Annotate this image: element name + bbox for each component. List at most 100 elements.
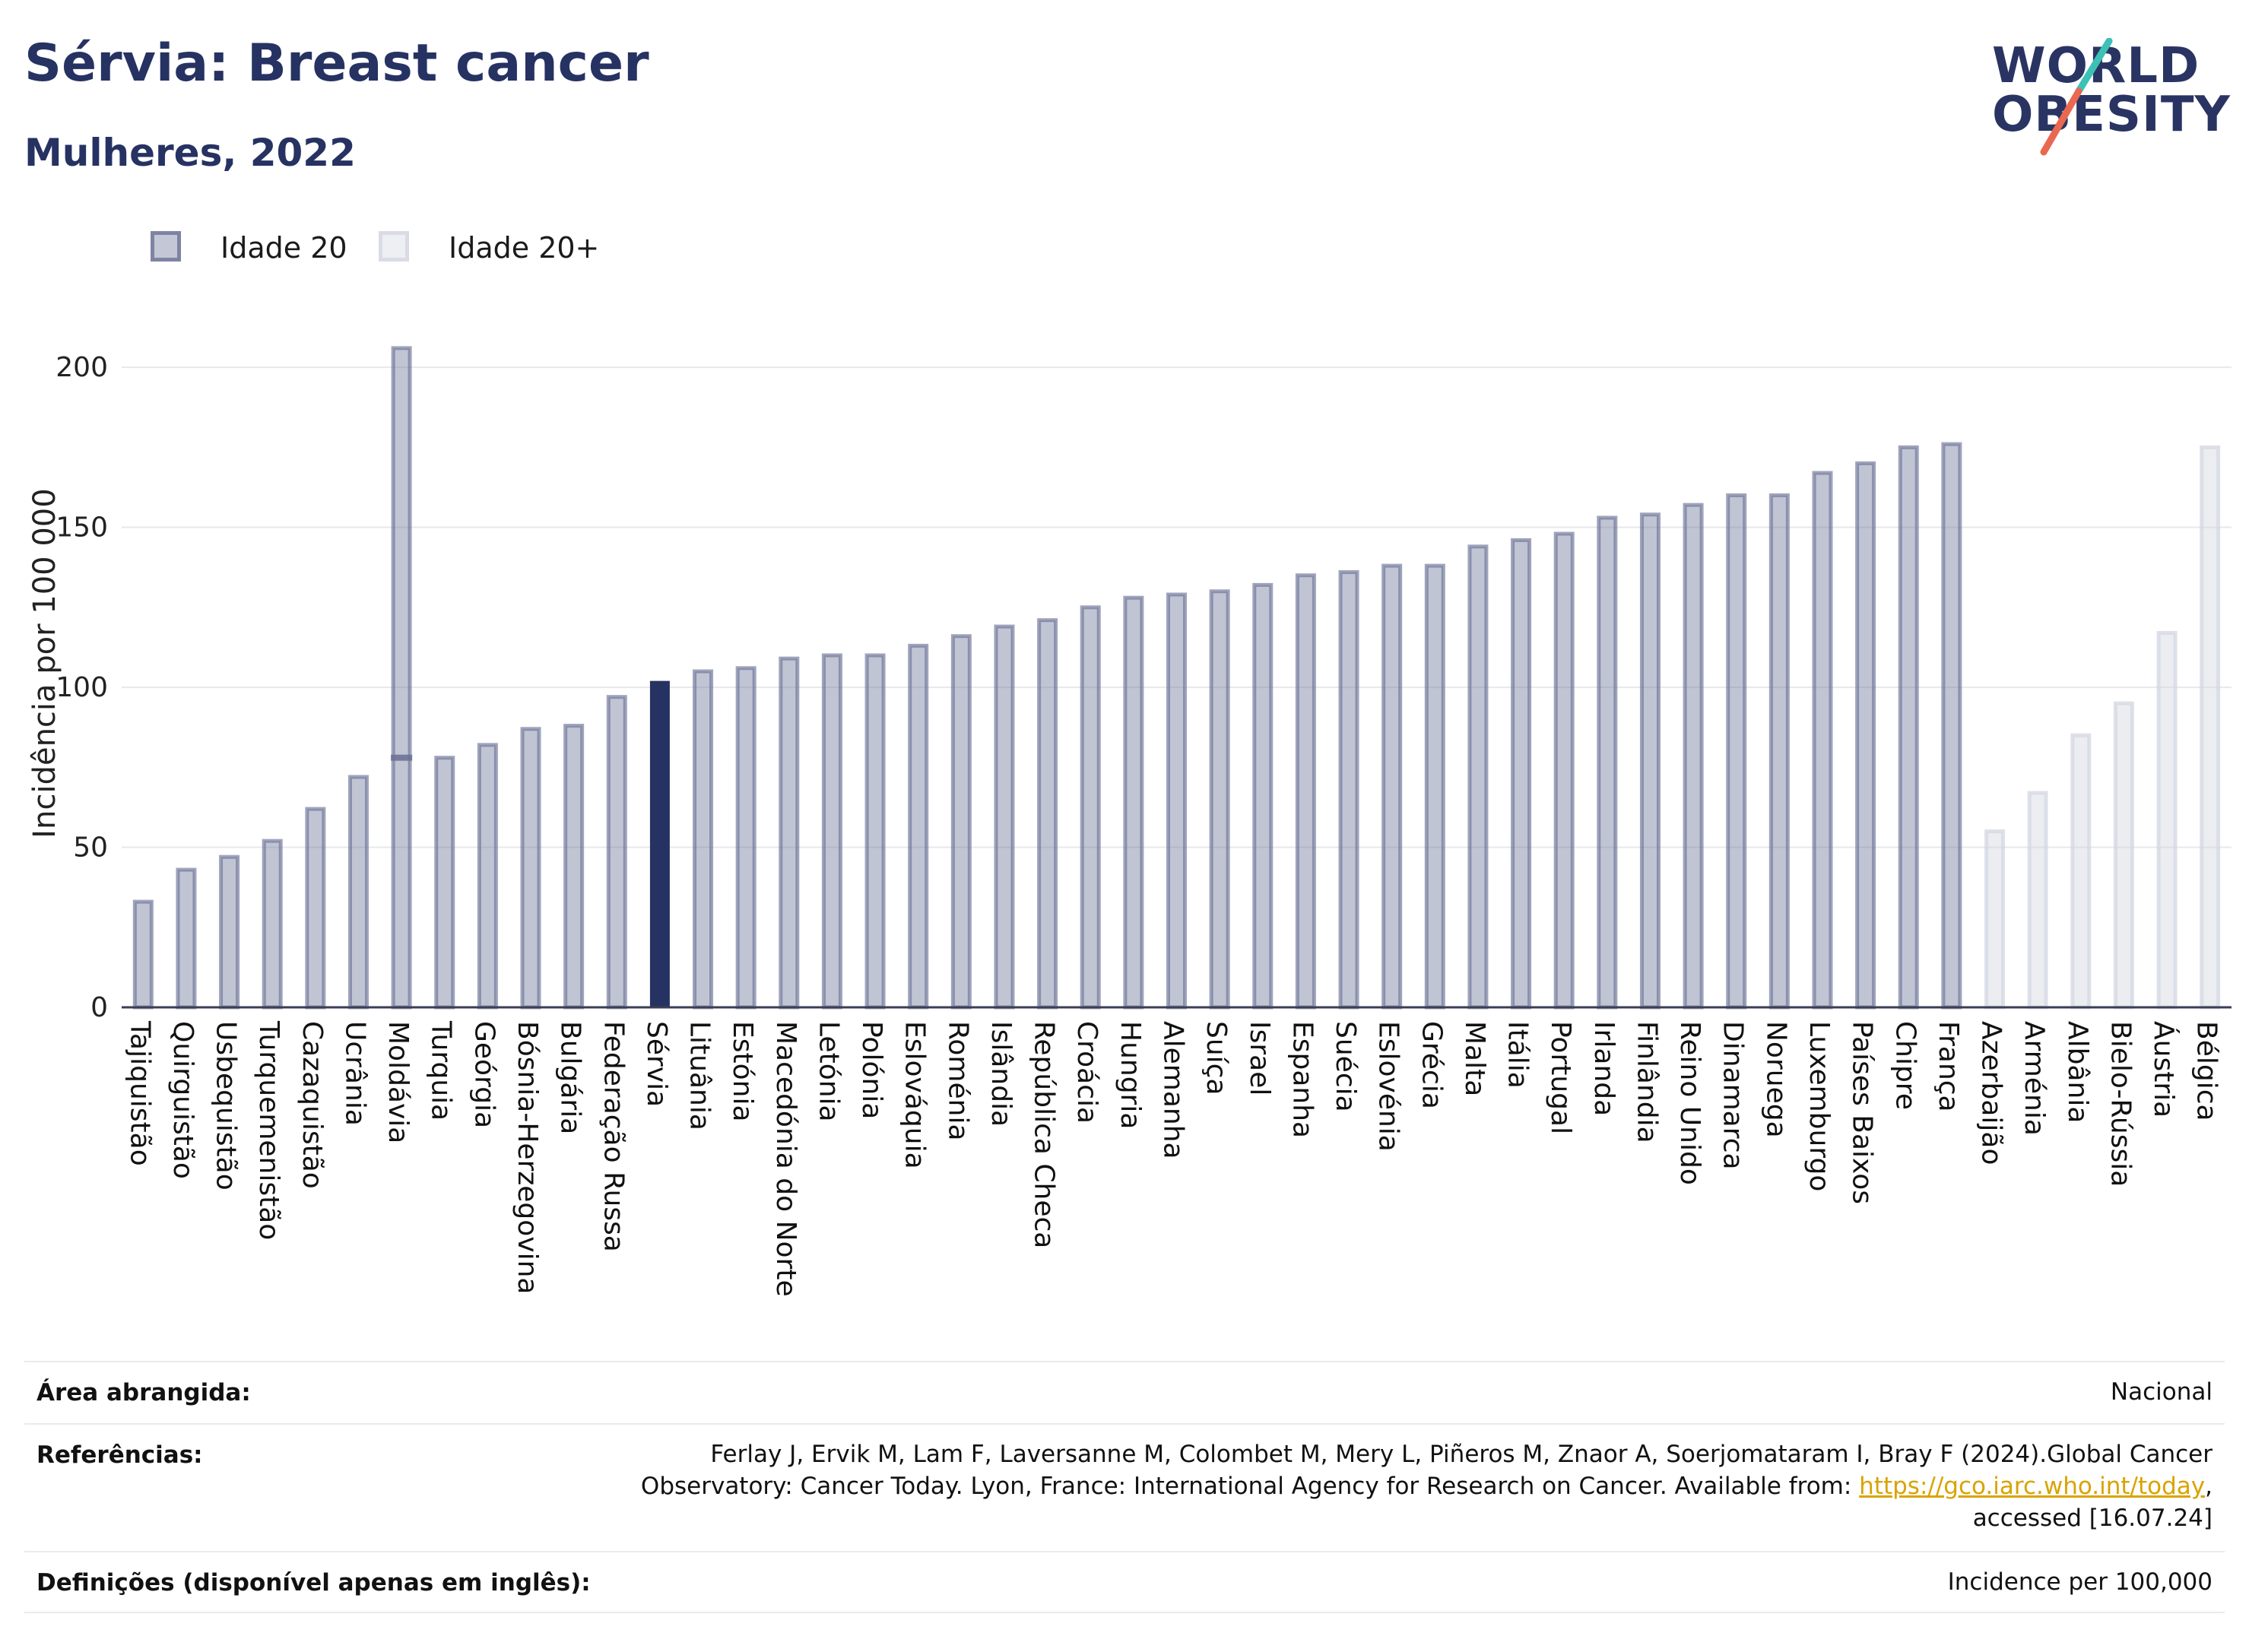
bar-series1-7	[434, 756, 455, 1010]
x-tick-label-31: Malta	[1459, 1021, 1490, 1096]
x-tick-label-43: Azerbaijão	[1976, 1021, 2007, 1165]
x-tick-label-18: Eslováquia	[899, 1021, 931, 1169]
area-value: Nacional	[2110, 1378, 2213, 1406]
x-tick-label-37: Dinamarca	[1718, 1021, 1749, 1170]
page-title: Sérvia: Breast cancer	[24, 33, 649, 94]
bar-series1-13	[693, 669, 714, 1010]
bar-series1-4	[305, 807, 326, 1010]
bar-series1-16	[821, 653, 842, 1010]
footer-row-definitions: Definições (disponível apenas em inglês)…	[24, 1551, 2225, 1613]
x-tick-label-3: Turquemenistão	[253, 1020, 284, 1240]
bar-series1-36	[1683, 503, 1704, 1010]
x-tick-label-5: Ucrânia	[339, 1021, 370, 1126]
y-tick-label-50: 50	[73, 832, 108, 864]
x-tick-label-7: Turquia	[426, 1020, 457, 1121]
bar-series1-21	[1037, 618, 1058, 1010]
definitions-label: Definições (disponível apenas em inglês)…	[36, 1569, 591, 1597]
bar-series1-5	[347, 775, 369, 1010]
x-tick-label-21: República Checa	[1029, 1021, 1060, 1248]
x-tick-label-24: Alemanha	[1158, 1021, 1189, 1159]
x-tick-label-28: Suécia	[1330, 1021, 1361, 1112]
x-tick-label-42: França	[1933, 1021, 1964, 1112]
bar-series1-42	[1941, 442, 1962, 1010]
bar-series1-15	[779, 656, 800, 1010]
bar-series1-3	[262, 839, 283, 1010]
bar-series2-44	[2027, 791, 2048, 1010]
x-tick-label-19: Roménia	[942, 1021, 973, 1141]
bar-series1-2	[219, 855, 240, 1010]
bar-series1-39	[1812, 471, 1833, 1010]
x-tick-label-13: Lituânia	[684, 1021, 715, 1130]
bar-series1-11	[606, 695, 627, 1010]
references-text: Ferlay J, Ervik M, Lam F, Laversanne M, …	[641, 1438, 2213, 1534]
bar-series1-17	[864, 653, 886, 1010]
x-tick-label-15: Macedónia do Norte	[770, 1021, 801, 1297]
x-tick-label-45: Albânia	[2062, 1021, 2093, 1123]
references-line2: Observatory: Cancer Today. Lyon, France:…	[641, 1470, 2213, 1502]
y-tick-label-0: 0	[90, 992, 108, 1023]
x-tick-label-12: Sérvia	[641, 1021, 672, 1107]
bar-series2-48	[2200, 445, 2221, 1010]
x-tick-label-17: Polónia	[856, 1021, 887, 1119]
x-tick-label-9: Bósnia-Herzegovina	[512, 1021, 543, 1294]
y-tick-label-100: 100	[56, 672, 108, 703]
bar-series1-22	[1080, 605, 1101, 1010]
bar-series1-37	[1726, 493, 1747, 1010]
x-tick-label-20: Islândia	[985, 1021, 1017, 1127]
chart-footer: Área abrangida: Nacional Referências: Fe…	[24, 1361, 2225, 1613]
area-label: Área abrangida:	[36, 1379, 251, 1406]
bar-series1-28	[1338, 570, 1359, 1010]
bar-series1-32	[1511, 537, 1532, 1010]
bar-series1-26	[1252, 582, 1274, 1010]
x-tick-label-32: Itália	[1502, 1021, 1534, 1089]
bar-series1-31	[1467, 544, 1489, 1010]
bar-series1-23	[1123, 595, 1144, 1010]
x-tick-label-41: Chipre	[1889, 1021, 1921, 1110]
x-tick-label-1: Quirguistão	[167, 1021, 198, 1179]
bar-series1-25	[1209, 589, 1230, 1010]
footer-row-area: Área abrangida: Nacional	[24, 1361, 2225, 1423]
x-tick-label-14: Estónia	[727, 1021, 758, 1122]
footer-row-references: Referências: Ferlay J, Ervik M, Lam F, L…	[24, 1423, 2225, 1551]
bar-series2-45	[2070, 733, 2092, 1010]
x-tick-label-34: Irlanda	[1588, 1021, 1619, 1116]
references-line2-text: Observatory: Cancer Today. Lyon, France:…	[640, 1473, 1860, 1500]
references-link[interactable]: https://gco.iarc.who.int/today	[1859, 1473, 2206, 1500]
x-tick-label-2: Usbequistão	[211, 1021, 242, 1191]
x-tick-label-0: Tajiquistão	[124, 1020, 155, 1166]
bar-series1-30	[1424, 563, 1445, 1010]
y-axis-label: Incidência por 100 000	[27, 488, 62, 838]
x-tick-label-47: Áustria	[2148, 1021, 2180, 1118]
bar-series1-41	[1898, 445, 1919, 1010]
x-tick-label-38: Noruega	[1760, 1021, 1791, 1138]
x-tick-label-35: Finlândia	[1631, 1021, 1662, 1143]
x-tick-label-11: Federação Russa	[598, 1021, 629, 1252]
bar-series1-9	[520, 727, 541, 1010]
bar-series1-34	[1597, 515, 1618, 1010]
references-line1: Ferlay J, Ervik M, Lam F, Laversanne M, …	[710, 1441, 2213, 1468]
x-tick-label-10: Bulgária	[555, 1021, 586, 1134]
bar-series1-20	[994, 624, 1015, 1010]
x-tick-label-39: Luxemburgo	[1803, 1021, 1835, 1191]
x-tick-label-44: Arménia	[2019, 1021, 2050, 1136]
world-obesity-logo: WORLD OBESITY	[1992, 38, 2235, 160]
x-tick-label-29: Eslovénia	[1373, 1021, 1404, 1152]
x-tick-label-33: Portugal	[1545, 1021, 1576, 1134]
bar-series1-19	[950, 634, 972, 1010]
x-tick-label-48: Bélgica	[2191, 1021, 2222, 1121]
bar-series2-46	[2113, 701, 2134, 1010]
x-tick-label-25: Suíça	[1201, 1021, 1232, 1096]
bar-series1-18	[908, 643, 929, 1010]
legend-swatch-series2	[379, 231, 409, 262]
x-tick-label-16: Letónia	[813, 1021, 844, 1122]
bar-series1-24	[1166, 592, 1187, 1010]
x-tick-label-30: Grécia	[1416, 1021, 1447, 1109]
x-tick-label-26: Israel	[1244, 1021, 1275, 1096]
definitions-value: Incidence per 100,000	[1947, 1568, 2213, 1596]
legend-label-series2: Idade 20+	[449, 231, 600, 265]
page-subtitle: Mulheres, 2022	[24, 131, 356, 175]
bar-series1-27	[1295, 573, 1316, 1010]
logo-line2: OBESITY	[1992, 87, 2231, 143]
logo-slash-icon	[2040, 38, 2113, 156]
bar-series1-6	[391, 346, 412, 1010]
